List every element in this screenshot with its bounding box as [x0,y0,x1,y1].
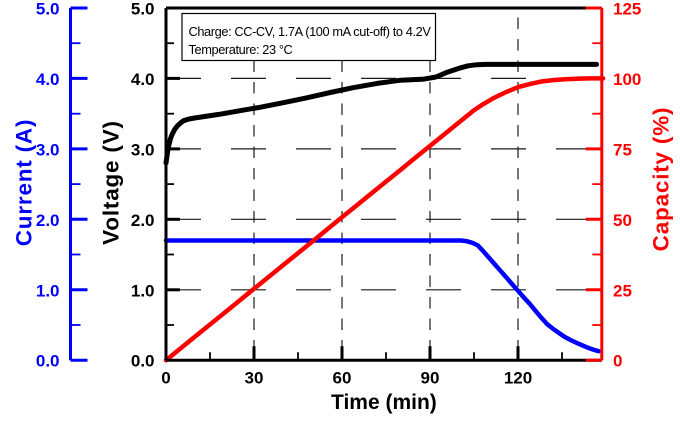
svg-text:3.0: 3.0 [131,140,155,159]
svg-text:4.0: 4.0 [36,70,60,89]
svg-text:Voltage (V): Voltage (V) [98,120,123,245]
svg-text:1.0: 1.0 [36,281,60,300]
svg-text:100: 100 [613,70,641,89]
svg-text:Current (A): Current (A) [12,119,37,247]
svg-text:Temperature: 23 °C: Temperature: 23 °C [189,42,293,57]
svg-text:Time (min): Time (min) [331,391,437,414]
svg-text:75: 75 [613,140,632,159]
svg-text:0: 0 [613,352,622,371]
svg-text:0: 0 [161,369,170,388]
svg-text:Capacity (%): Capacity (%) [649,107,674,252]
svg-text:30: 30 [245,369,264,388]
svg-text:Charge: CC-CV, 1.7A (100 mA cu: Charge: CC-CV, 1.7A (100 mA cut-off) to … [189,24,432,39]
svg-text:125: 125 [613,0,641,19]
svg-text:50: 50 [613,211,632,230]
svg-text:2.0: 2.0 [131,211,155,230]
svg-text:60: 60 [333,369,352,388]
svg-text:0.0: 0.0 [131,352,155,371]
svg-text:3.0: 3.0 [36,140,60,159]
svg-text:25: 25 [613,281,632,300]
svg-text:4.0: 4.0 [131,70,155,89]
svg-text:2.0: 2.0 [36,211,60,230]
svg-text:120: 120 [504,369,532,388]
svg-text:0.0: 0.0 [36,352,60,371]
svg-text:5.0: 5.0 [131,0,155,19]
svg-text:5.0: 5.0 [36,0,60,19]
svg-text:90: 90 [421,369,440,388]
svg-text:1.0: 1.0 [131,281,155,300]
